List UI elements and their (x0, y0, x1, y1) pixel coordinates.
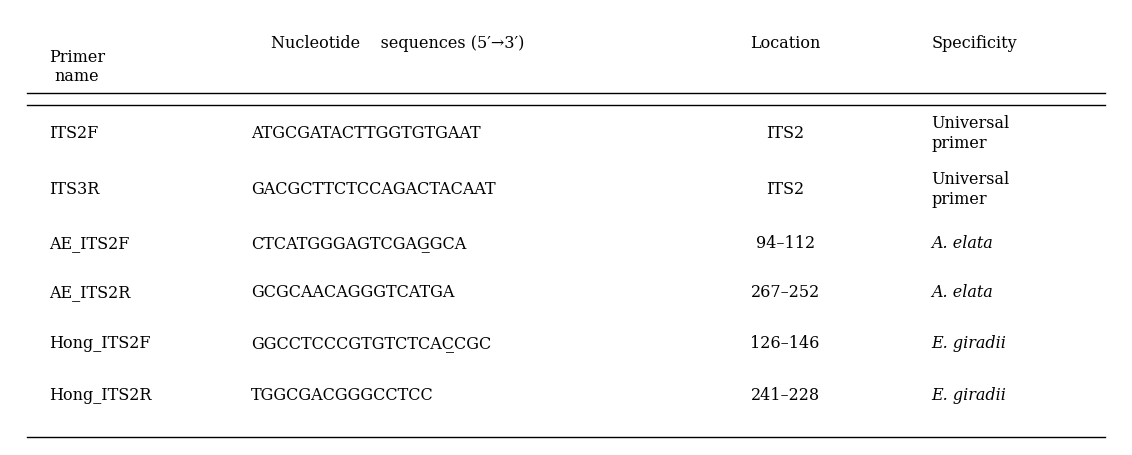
Text: AE_ITS2F: AE_ITS2F (49, 235, 129, 252)
Text: ATGCGATACTTGGTGTGAAT: ATGCGATACTTGGTGTGAAT (251, 125, 481, 142)
Text: E. giradii: E. giradii (932, 335, 1006, 352)
Text: AE_ITS2R: AE_ITS2R (49, 284, 130, 301)
Text: Universal
primer: Universal primer (932, 116, 1010, 152)
Text: Hong_ITS2R: Hong_ITS2R (49, 386, 152, 404)
Text: A. elata: A. elata (932, 235, 993, 252)
Text: GACGCTTCTCCAGACTACAAT: GACGCTTCTCCAGACTACAAT (251, 181, 496, 198)
Text: ITS3R: ITS3R (49, 181, 100, 198)
Text: CTCATGGGAGTCGAG̲GCA: CTCATGGGAGTCGAG̲GCA (251, 235, 466, 252)
Text: GGCCTCCCGTGTCTCAC̲CGC: GGCCTCCCGTGTCTCAC̲CGC (251, 335, 491, 352)
Text: Hong_ITS2F: Hong_ITS2F (49, 335, 151, 352)
Text: A. elata: A. elata (932, 284, 993, 301)
Text: Nucleotide    sequences (5′→3′): Nucleotide sequences (5′→3′) (271, 35, 524, 52)
Text: 126–146: 126–146 (751, 335, 820, 352)
Text: E. giradii: E. giradii (932, 386, 1006, 404)
Text: TGGCGACGGGCCTCC: TGGCGACGGGCCTCC (251, 386, 435, 404)
Text: Primer
name: Primer name (49, 49, 105, 86)
Text: Specificity: Specificity (932, 35, 1017, 52)
Text: 241–228: 241–228 (751, 386, 820, 404)
Text: ITS2: ITS2 (766, 181, 804, 198)
Text: Universal
primer: Universal primer (932, 171, 1010, 208)
Text: ITS2: ITS2 (766, 125, 804, 142)
Text: Location: Location (749, 35, 821, 52)
Text: ITS2F: ITS2F (49, 125, 98, 142)
Text: 94–112: 94–112 (755, 235, 815, 252)
Text: GCGCAACAGGGTCATGA: GCGCAACAGGGTCATGA (251, 284, 455, 301)
Text: 267–252: 267–252 (751, 284, 820, 301)
